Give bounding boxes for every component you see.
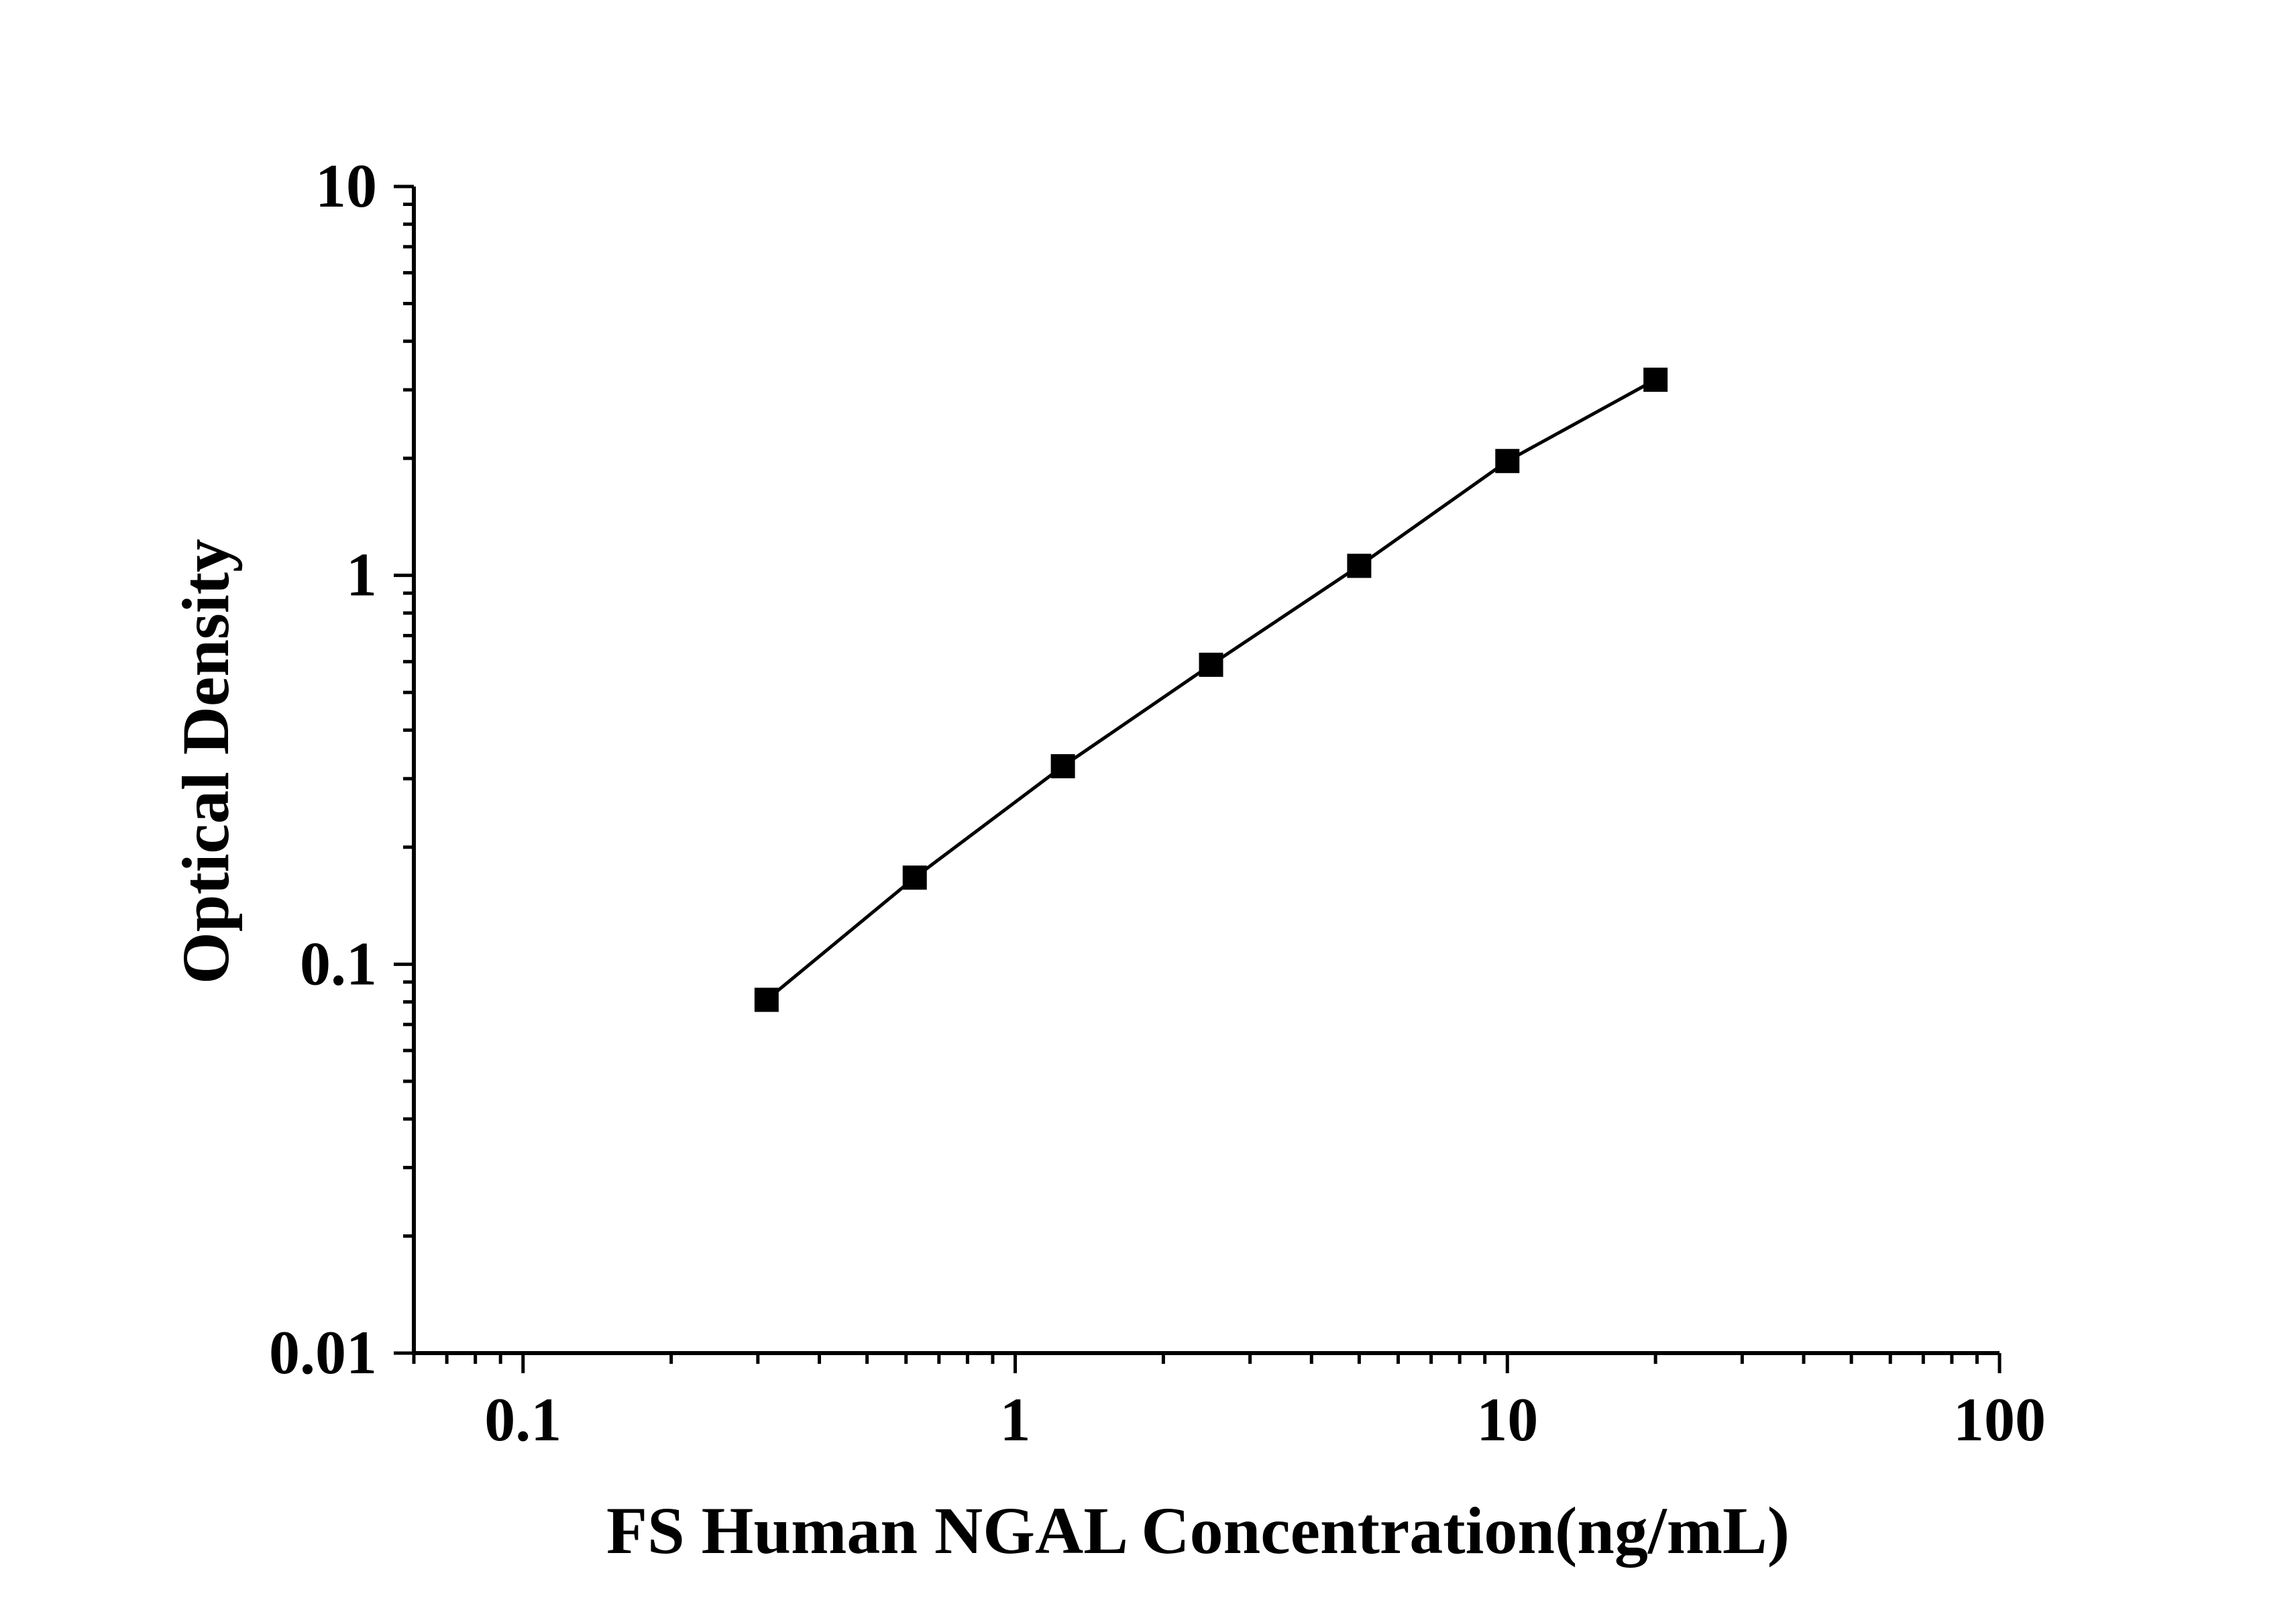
series-layer — [754, 368, 1668, 1012]
data-point-marker — [902, 865, 927, 890]
axes — [412, 186, 2000, 1355]
data-point-marker — [1199, 652, 1223, 677]
data-point-marker — [754, 987, 779, 1012]
data-point-marker — [1643, 368, 1668, 392]
x-axis-title: FS Human NGAL Concentration(ng/mL) — [606, 1493, 1790, 1568]
x-axis-tick-labels: 0.1 1 10 100 — [484, 1385, 2046, 1454]
series-line — [765, 378, 1657, 1002]
y-tick-label: 10 — [315, 152, 377, 220]
data-point-marker — [1347, 553, 1372, 578]
y-axis-tick-labels: 0.01 0.1 1 10 — [269, 152, 377, 1387]
data-point-marker — [1495, 449, 1520, 474]
x-tick-label: 10 — [1476, 1385, 1538, 1454]
y-tick-label: 1 — [346, 541, 377, 609]
x-tick-label: 0.1 — [484, 1385, 561, 1454]
y-axis-ticks — [394, 184, 414, 1355]
x-tick-label: 100 — [1953, 1385, 2046, 1454]
data-point-marker — [1050, 754, 1075, 779]
y-tick-label: 0.01 — [269, 1318, 377, 1387]
y-tick-label: 0.1 — [300, 929, 377, 998]
x-axis-ticks — [412, 1353, 2002, 1373]
x-tick-label: 1 — [1000, 1385, 1031, 1454]
y-axis-title: Optical Density — [168, 539, 243, 984]
